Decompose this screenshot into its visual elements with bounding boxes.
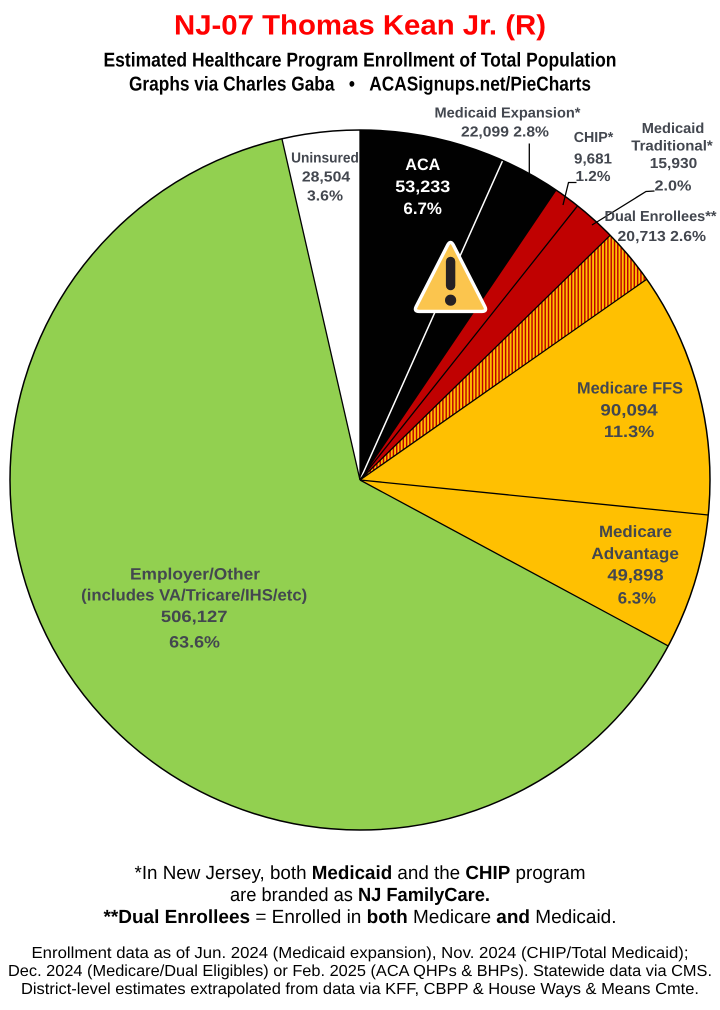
svg-text:2.0%: 2.0% xyxy=(655,179,692,195)
svg-text:Graphs via Charles Gaba •: Graphs via Charles Gaba • ACASignups.net… xyxy=(129,74,591,96)
svg-text:Dec. 2024 (Medicare/Dual Eligi: Dec. 2024 (Medicare/Dual Eligibles) or F… xyxy=(8,963,712,980)
svg-text:53,233: 53,233 xyxy=(395,178,450,196)
svg-text:Uninsured: Uninsured xyxy=(291,150,359,166)
svg-text:Advantage: Advantage xyxy=(591,545,679,563)
svg-text:3.6%: 3.6% xyxy=(307,188,343,204)
svg-text:(includes VA/Tricare/IHS/etc): (includes VA/Tricare/IHS/etc) xyxy=(81,587,307,605)
svg-text:63.6%: 63.6% xyxy=(169,634,220,652)
svg-text:6.3%: 6.3% xyxy=(618,589,657,607)
svg-text:CHIP*: CHIP* xyxy=(574,130,614,146)
svg-text:Dual Enrollees**: Dual Enrollees** xyxy=(605,209,717,225)
svg-text:1.2%: 1.2% xyxy=(576,169,611,185)
svg-text:**Dual Enrollees = Enrolled in: **Dual Enrollees = Enrolled in both Medi… xyxy=(104,907,617,928)
svg-text:506,127: 506,127 xyxy=(161,608,228,626)
svg-text:District-level estimates extra: District-level estimates extrapolated fr… xyxy=(21,981,699,998)
svg-text:9,681: 9,681 xyxy=(574,151,612,167)
svg-text:Estimated Healthcare Program E: Estimated Healthcare Program Enrollment … xyxy=(104,49,617,71)
svg-text:Traditional*: Traditional* xyxy=(631,138,713,154)
svg-text:are branded as NJ FamilyCare.: are branded as NJ FamilyCare. xyxy=(230,885,490,906)
svg-text:6.7%: 6.7% xyxy=(403,200,442,218)
svg-text:11.3%: 11.3% xyxy=(604,423,655,441)
svg-text:*In New Jersey, both Medicaid: *In New Jersey, both Medicaid and the CH… xyxy=(135,863,586,884)
svg-text:Enrollment data as of Jun. 202: Enrollment data as of Jun. 2024 (Medicai… xyxy=(32,945,689,962)
svg-text:Medicare FFS: Medicare FFS xyxy=(577,380,683,398)
svg-text:ACA: ACA xyxy=(405,156,440,174)
svg-text:28,504: 28,504 xyxy=(302,169,350,185)
svg-text:15,930: 15,930 xyxy=(650,156,698,172)
svg-text:22,099 2.8%: 22,099 2.8% xyxy=(461,125,549,141)
svg-text:49,898: 49,898 xyxy=(607,567,663,585)
svg-text:Medicare: Medicare xyxy=(599,523,672,541)
svg-text:Medicaid Expansion*: Medicaid Expansion* xyxy=(435,106,581,122)
svg-text:20,713 2.6%: 20,713 2.6% xyxy=(618,229,707,245)
svg-text:Medicaid: Medicaid xyxy=(642,121,705,137)
svg-text:90,094: 90,094 xyxy=(600,401,658,419)
svg-text:Employer/Other: Employer/Other xyxy=(130,565,261,583)
svg-text:NJ-07 Thomas Kean Jr. (R): NJ-07 Thomas Kean Jr. (R) xyxy=(174,10,546,41)
